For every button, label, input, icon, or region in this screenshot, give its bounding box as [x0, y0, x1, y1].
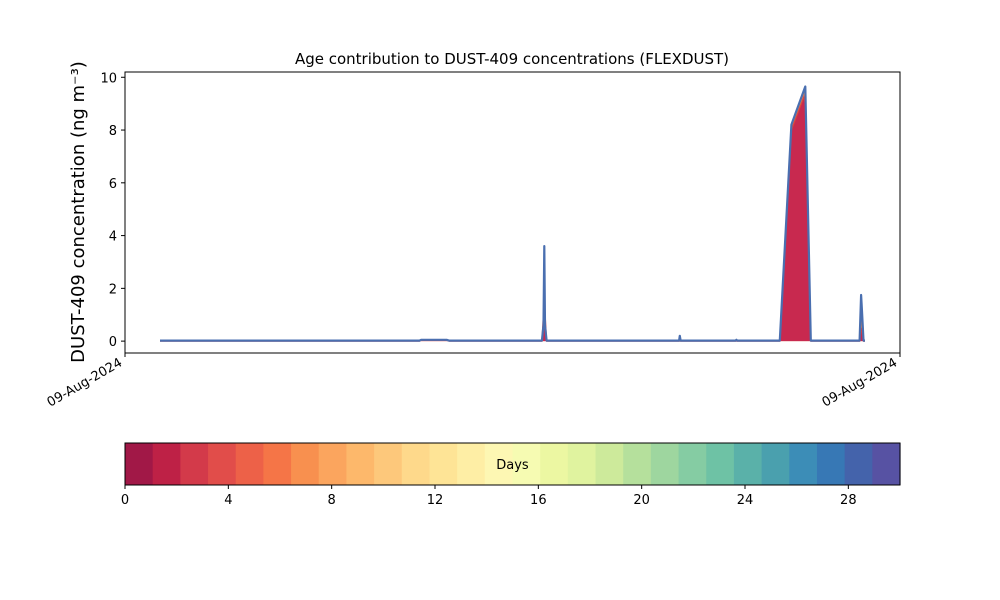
colorbar-tick-label: 24	[737, 493, 754, 508]
colorbar-segment	[401, 443, 431, 485]
colorbar-segment	[235, 443, 264, 485]
series-total-area	[160, 86, 865, 342]
x-tick-label: 09-Aug-2024	[820, 355, 900, 410]
colorbar-segment	[650, 443, 680, 485]
colorbar-segment	[484, 443, 514, 485]
series-total-line	[160, 85, 865, 342]
colorbar-segment	[180, 443, 209, 485]
plot-frame	[124, 71, 901, 354]
y-tick-label: 2	[109, 282, 117, 297]
colorbar-segment	[844, 443, 873, 485]
colorbar-segment	[540, 443, 569, 485]
colorbar-segment	[429, 443, 458, 485]
y-tick-label: 6	[109, 177, 117, 192]
colorbar-segment	[706, 443, 735, 485]
colorbar-tick-label: 0	[121, 493, 129, 508]
colorbar-segment	[733, 443, 763, 485]
colorbar-label: Days	[496, 458, 529, 473]
colorbar-segment	[761, 443, 790, 485]
y-tick-label: 0	[109, 335, 117, 350]
colorbar-segment	[263, 443, 292, 485]
colorbar-segment	[789, 443, 818, 485]
y-tick-label: 10	[100, 71, 117, 86]
colorbar-segment	[346, 443, 375, 485]
y-axis-label: DUST-409 concentration (ng m⁻³)	[68, 61, 89, 363]
colorbar-segment	[816, 443, 846, 485]
y-tick-label: 8	[109, 124, 117, 139]
series-young-line	[160, 95, 865, 342]
colorbar-segment	[457, 443, 486, 485]
colorbar-segment	[152, 443, 181, 485]
colorbar-segment	[567, 443, 597, 485]
colorbar-segment	[208, 443, 237, 485]
colorbar-tick-label: 20	[633, 493, 650, 508]
colorbar-tick-label: 16	[530, 493, 547, 508]
series-young-area	[160, 97, 865, 342]
colorbar-segment	[595, 443, 624, 485]
colorbar-segment	[374, 443, 403, 485]
y-tick-label: 4	[109, 230, 117, 245]
colorbar-tick-label: 28	[840, 493, 857, 508]
colorbar-tick-label: 12	[427, 493, 444, 508]
colorbar-segment	[678, 443, 707, 485]
colorbar-segment	[125, 443, 154, 485]
chart-title: Age contribution to DUST-409 concentrati…	[295, 50, 729, 68]
colorbar-segment	[872, 443, 901, 485]
colorbar-tick-label: 4	[224, 493, 232, 508]
colorbar-frame	[124, 442, 901, 486]
colorbar-segment	[291, 443, 320, 485]
colorbar-tick-label: 8	[328, 493, 336, 508]
colorbar-segment	[512, 443, 541, 485]
colorbar-segment	[318, 443, 348, 485]
colorbar-segment	[623, 443, 652, 485]
